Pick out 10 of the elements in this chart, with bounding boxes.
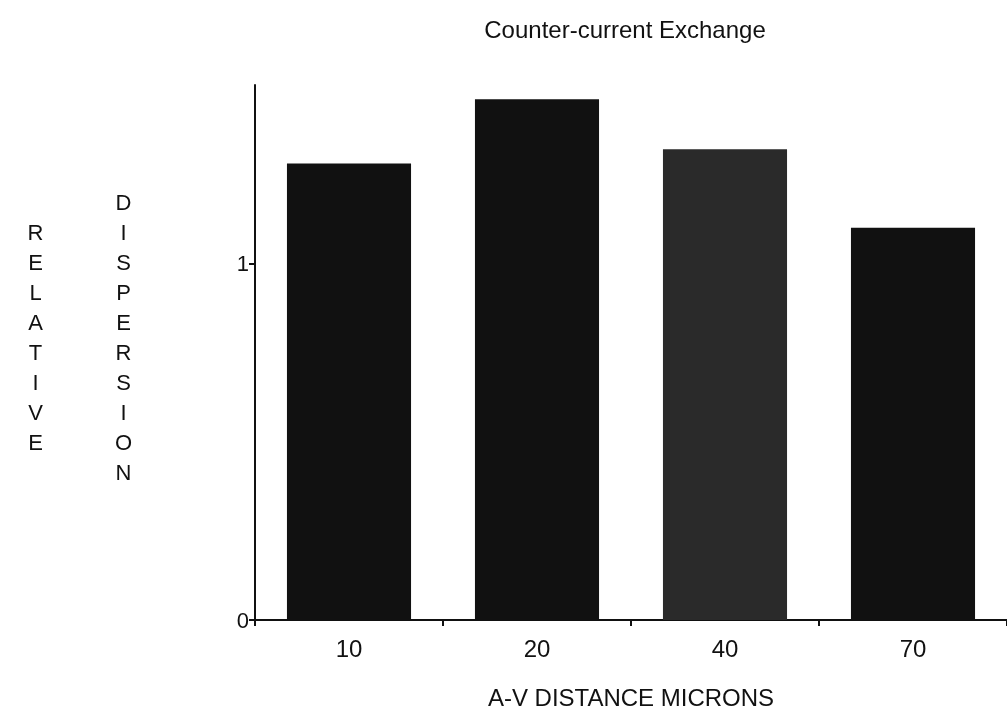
x-axis-title: A-V DISTANCE MICRONS [487,683,775,711]
x-tick-label: 10 [335,634,363,662]
chart-title: Counter-current Exchange [484,15,766,43]
y-tick-label: 1 [236,250,249,276]
bar [662,149,788,620]
y-tick-label: 0 [236,607,249,633]
x-tick-label: 70 [899,634,927,662]
x-tick-label: 40 [711,634,739,662]
text: RELATIVE DISPERSION [23,190,136,490]
x-tick-label: 20 [523,634,551,662]
